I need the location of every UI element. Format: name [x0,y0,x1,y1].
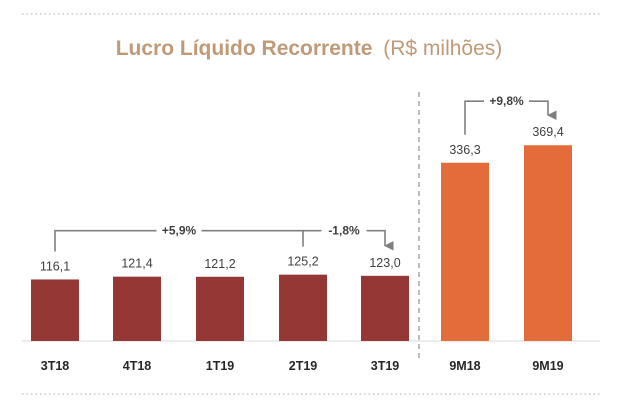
category-label-3t19: 3T19 [371,359,400,373]
annotations-layer: +5,9% -1,8% +9,8% [54,92,557,252]
bar-4t18 [113,276,161,341]
chart-title: Lucro Líquido Recorrente (R$ milhões) [116,37,503,60]
chart-title-main: Lucro Líquido Recorrente [116,37,373,60]
bar-9m19 [524,145,572,341]
category-label-1t19: 1T19 [206,359,235,373]
annotation-label-1: -1,8% [328,224,360,238]
value-label-9m19: 369,4 [532,125,563,139]
bar-3t19 [361,275,409,341]
value-label-4t18: 121,4 [121,257,152,271]
annotation-label-0: +5,9% [162,224,197,238]
chart-title-unit: (R$ milhões) [383,37,502,60]
bar-9m18 [441,162,489,341]
category-label-9m19: 9M19 [532,359,563,373]
value-label-3t19: 123,0 [369,256,400,270]
value-label-9m18: 336,3 [449,143,480,157]
annotation-label-bg-1 [321,221,367,240]
category-label-9m18: 9M18 [449,359,480,373]
category-label-3t18: 3T18 [41,359,70,373]
bar-1t19 [196,276,244,341]
value-label-3t18: 116,1 [40,259,70,273]
annotation-label-bg-0 [156,221,202,240]
category-label-4t18: 4T18 [123,359,152,373]
bars-layer: 116,1 3T18 121,4 4T18 121,2 1T19 125,2 2T19 123,… [31,125,572,373]
bar-2t19 [279,274,327,341]
annotation-label-2: +9,8% [489,94,524,108]
bar-3t18 [31,279,79,341]
value-label-2t19: 125,2 [287,255,318,269]
value-label-1t19: 121,2 [204,257,235,271]
annotation-label-bg-2 [484,92,529,111]
category-label-2t19: 2T19 [289,359,318,373]
